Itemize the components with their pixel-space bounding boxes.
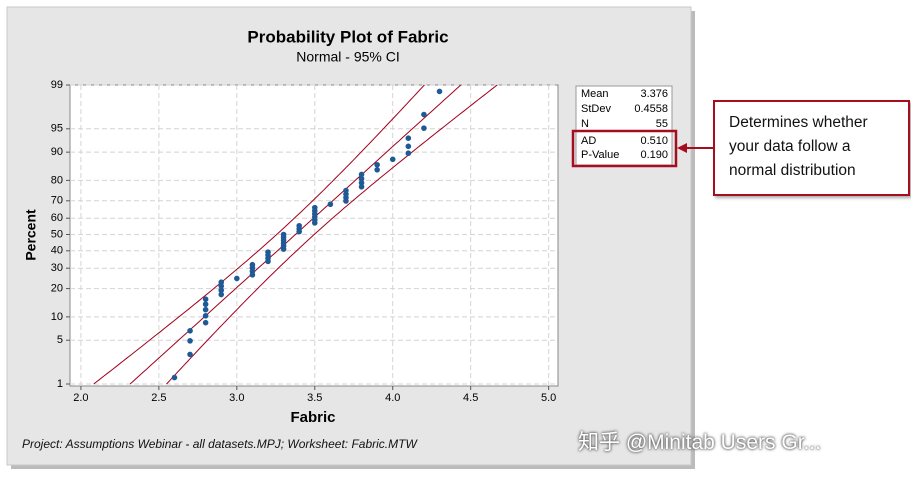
highlight-box — [571, 129, 678, 168]
x-tick-label: 4.0 — [385, 392, 400, 404]
y-tick-label: 20 — [51, 282, 63, 294]
stat-value: 0.190 — [640, 149, 668, 161]
data-point — [234, 275, 240, 282]
data-point — [187, 351, 193, 358]
data-point — [265, 249, 271, 255]
data-point — [218, 291, 225, 298]
stat-value: 0.4558 — [634, 103, 668, 115]
y-tick-label: 99 — [51, 79, 63, 91]
x-tick-label: 4.5 — [463, 392, 478, 404]
data-point — [218, 287, 225, 294]
x-tick-label: 3.5 — [307, 392, 322, 404]
data-point — [405, 135, 412, 141]
stat-value: 3.376 — [640, 88, 668, 100]
x-tick-label: 2.0 — [73, 392, 88, 404]
y-tick-label: 60 — [51, 212, 63, 224]
stat-name: StDev — [581, 103, 611, 115]
y-tick-label: 5 — [57, 334, 63, 346]
data-point — [358, 175, 365, 182]
stats-box — [575, 85, 673, 166]
footer: Project: Assumptions Webinar - all datas… — [22, 437, 417, 451]
data-point — [202, 319, 209, 326]
x-tick-label: 3.0 — [229, 392, 244, 404]
data-point — [296, 222, 302, 229]
fit-line — [129, 85, 462, 385]
data-point — [187, 328, 193, 334]
stat-value: 0.510 — [640, 135, 668, 147]
stat-name: Mean — [581, 88, 609, 100]
ci-lower — [93, 85, 425, 385]
y-tick-label: 1 — [57, 378, 63, 390]
data-point — [421, 125, 427, 131]
stat-value: 55 — [656, 118, 668, 130]
x-tick-label: 2.5 — [151, 392, 166, 404]
stat-name: N — [581, 118, 589, 130]
data-point — [358, 171, 365, 178]
data-point — [171, 374, 178, 381]
y-tick-label: 90 — [51, 146, 63, 158]
data-point — [358, 180, 365, 186]
data-point — [421, 111, 427, 118]
x-tick-label: 5.0 — [541, 392, 556, 404]
data-point — [218, 283, 225, 289]
chart-title: Probability Plot of Fabric — [247, 27, 448, 46]
y-tick-label: 50 — [51, 228, 63, 240]
watermark: 知乎 @Minitab Users Gr... — [578, 431, 822, 454]
data-point — [327, 201, 334, 208]
y-tick-label: 80 — [51, 174, 63, 186]
y-tick-label: 70 — [51, 195, 63, 207]
callout-arrowhead — [677, 143, 687, 153]
data-point — [358, 184, 365, 190]
data-point — [405, 150, 412, 157]
data-point — [405, 143, 412, 150]
y-tick-label: 40 — [51, 245, 63, 257]
ci-upper — [166, 85, 498, 385]
plot-area — [69, 84, 559, 387]
annotation: Determines whether your data follow a no… — [713, 100, 910, 196]
data-point — [436, 88, 443, 95]
data-point — [218, 279, 225, 285]
data-point — [280, 231, 287, 238]
data-point — [311, 204, 318, 211]
data-point — [249, 261, 256, 268]
data-point — [202, 312, 209, 319]
data-point — [343, 187, 349, 194]
data-point — [374, 161, 380, 168]
data-point — [202, 296, 209, 303]
data-point — [389, 156, 396, 163]
y-tick-label: 30 — [51, 262, 63, 274]
y-tick-label: 10 — [51, 311, 63, 323]
x-axis-label: Fabric — [290, 409, 335, 426]
y-tick-label: 95 — [51, 123, 63, 135]
data-point — [374, 166, 380, 173]
data-point — [202, 301, 209, 308]
data-point — [202, 306, 209, 313]
chart-subtitle: Normal - 95% CI — [296, 49, 399, 65]
stat-name: AD — [581, 135, 596, 147]
data-point — [187, 338, 193, 344]
y-axis-label: Percent — [23, 209, 39, 261]
stat-name: P-Value — [581, 149, 619, 161]
